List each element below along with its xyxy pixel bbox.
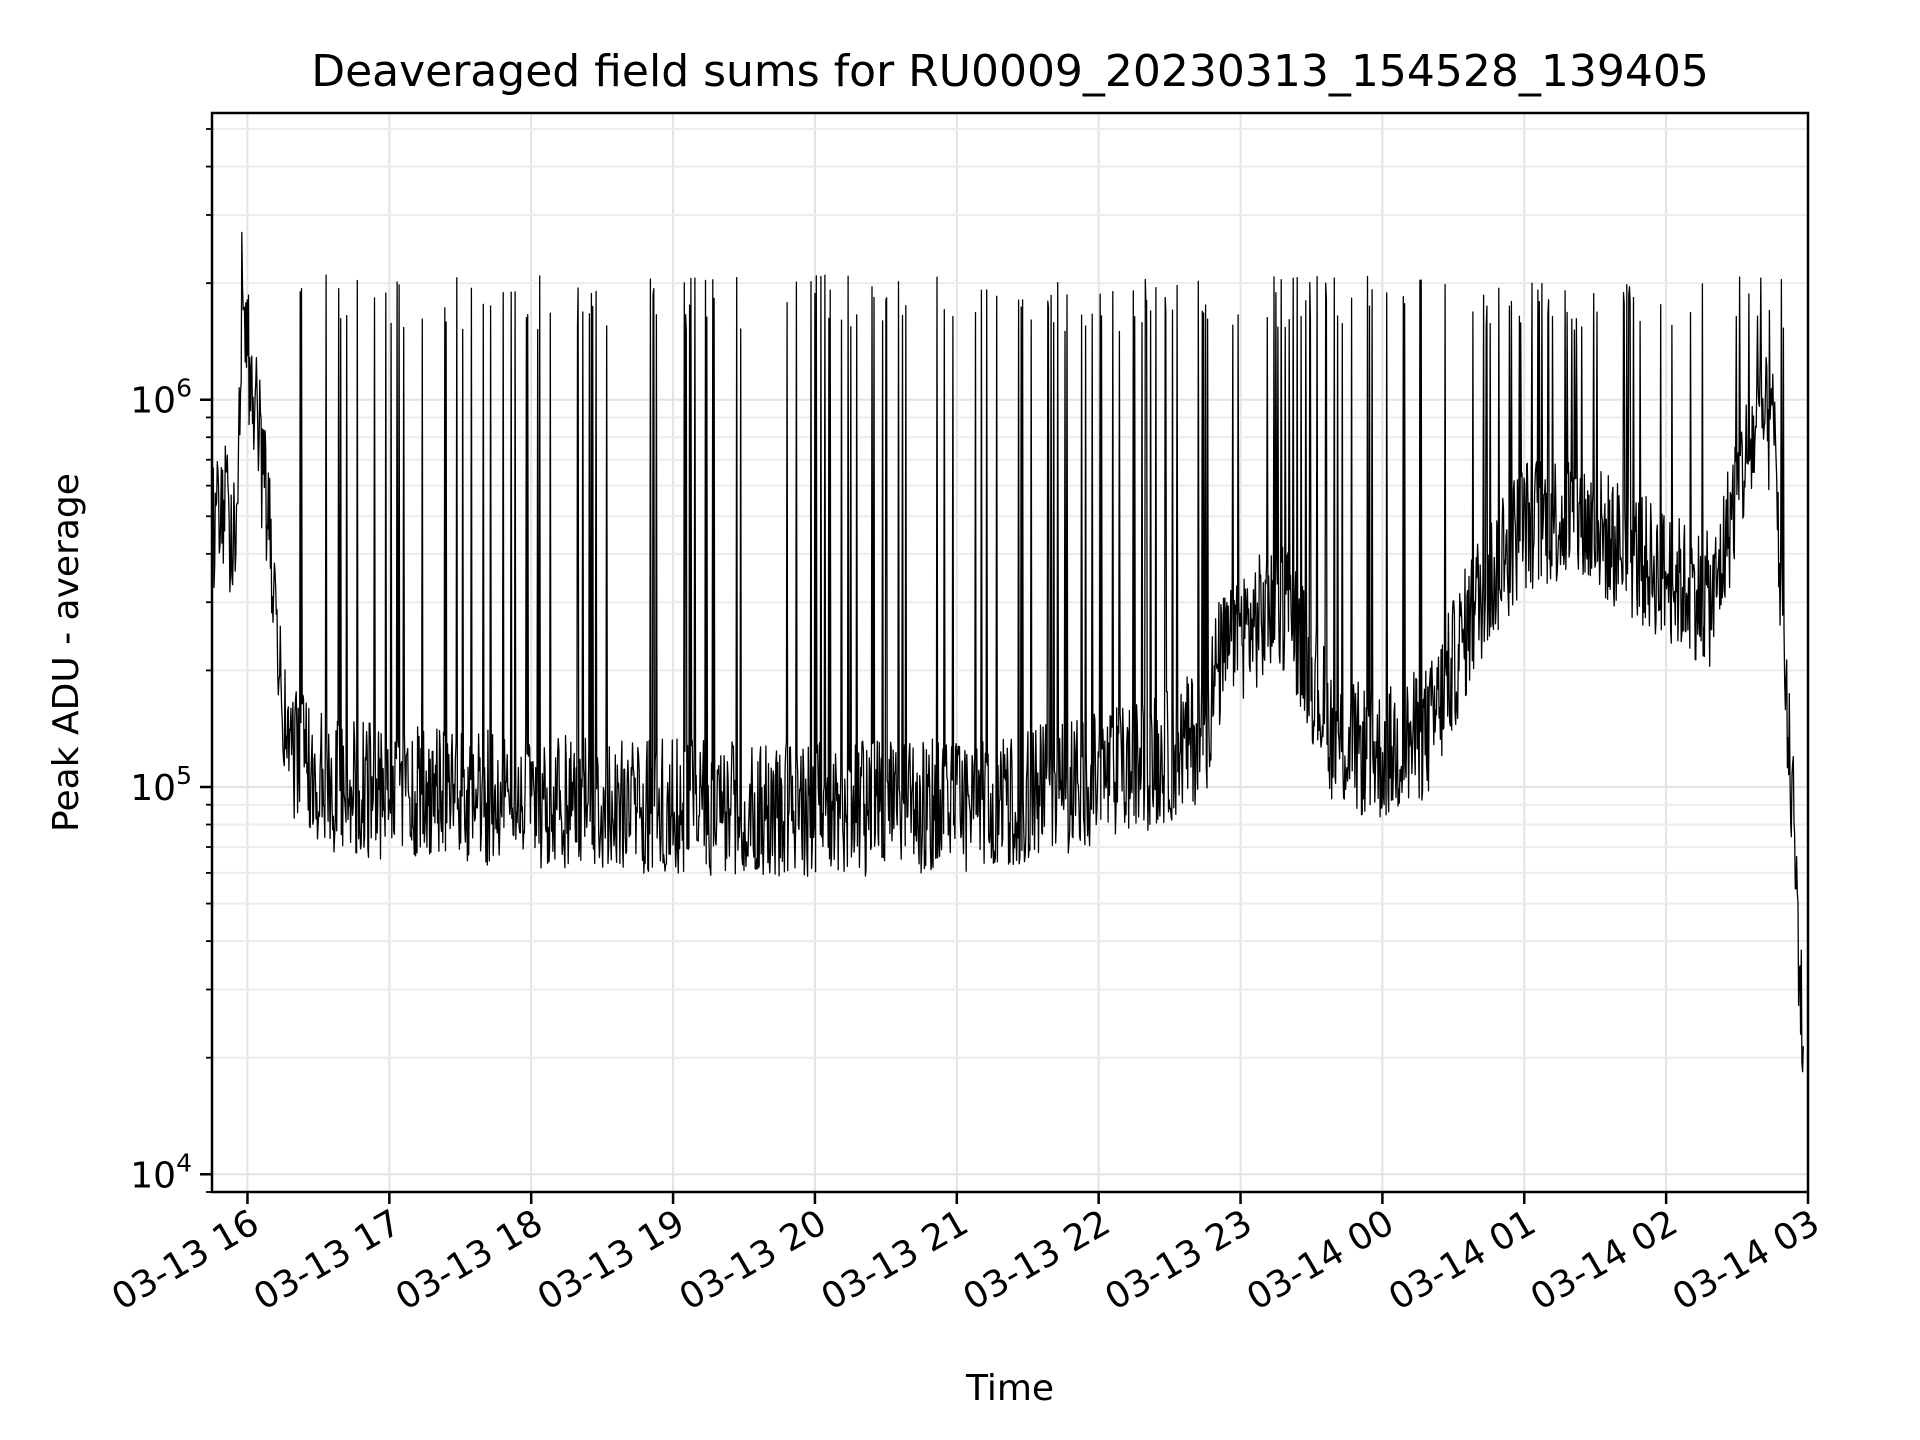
x-tick-label: 03-14 01 xyxy=(1382,1202,1543,1318)
x-tick-label: 03-14 03 xyxy=(1666,1202,1827,1318)
x-tick-label: 03-13 16 xyxy=(105,1202,266,1318)
chart-title: Deaveraged field sums for RU0009_2023031… xyxy=(311,46,1709,97)
x-tick-label: 03-13 17 xyxy=(247,1202,408,1318)
x-tick-label: 03-13 22 xyxy=(956,1202,1117,1318)
x-tick-label: 03-13 18 xyxy=(389,1202,550,1318)
x-axis-title: Time xyxy=(965,1368,1054,1409)
x-tick-label: 03-13 20 xyxy=(673,1202,834,1318)
x-tick-label: 03-14 02 xyxy=(1524,1202,1685,1318)
y-tick-label: 106 xyxy=(130,374,192,422)
y-tick-label: 104 xyxy=(130,1148,192,1196)
x-tick-label: 03-13 19 xyxy=(531,1202,692,1318)
grid-layer xyxy=(212,113,1809,1193)
x-tick-label: 03-14 00 xyxy=(1240,1202,1401,1318)
y-tick-label: 105 xyxy=(130,761,192,809)
x-tick-label: 03-13 21 xyxy=(815,1202,976,1318)
series-layer xyxy=(211,231,1804,1073)
plot-frame xyxy=(210,111,1810,1194)
x-tick-label: 03-13 23 xyxy=(1098,1202,1259,1318)
series-line xyxy=(211,231,1804,1073)
y-axis-title: Peak ADU - average xyxy=(46,473,87,832)
